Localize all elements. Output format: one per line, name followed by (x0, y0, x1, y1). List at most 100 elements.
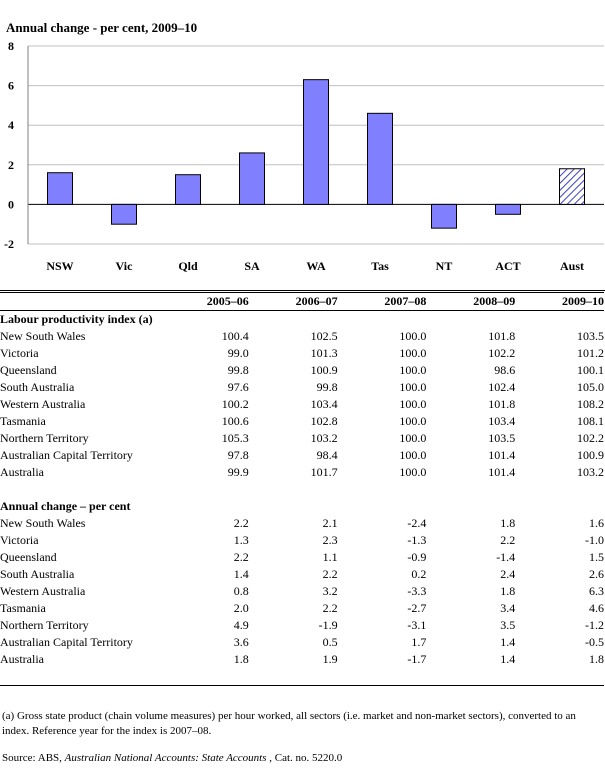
row-label: Queensland (0, 363, 57, 377)
table-cell: 2.2 (322, 601, 338, 615)
table-cell: -3.3 (407, 584, 427, 598)
bar-sa (239, 152, 265, 205)
y-tick-label: 6 (8, 79, 14, 93)
bar-chart: -2 0 2 4 6 8 NSW Vic Qld SA WA Tas NT ACT Aust (4, 39, 604, 273)
x-axis-labels: NSW Vic Qld SA WA Tas NT ACT Aust (46, 259, 584, 273)
row-label: Queensland (0, 550, 57, 564)
x-category-label: ACT (495, 259, 520, 273)
table-cell: 108.2 (577, 397, 604, 411)
bar-qld (175, 174, 201, 205)
section-title: Labour productivity index (a) (0, 312, 153, 326)
table-cell: 1.8 (500, 584, 516, 598)
table-cell: 103.5 (577, 329, 604, 343)
table-cell: -1.2 (585, 618, 604, 632)
source-title: Australian National Accounts: State Acco… (64, 752, 267, 764)
table-row: Australia 99.9 101.7 100.0 101.4 103.2 (0, 464, 604, 481)
spacer-cell (0, 481, 604, 498)
table-bottom-rule (0, 668, 604, 686)
row-label: New South Wales (0, 516, 86, 530)
section-title-row: Labour productivity index (a) (0, 311, 604, 329)
table-cell: 2.2 (322, 567, 338, 581)
table-cell: 100.0 (399, 431, 427, 445)
row-label: Australian Capital Territory (0, 635, 133, 649)
table-cell: 1.3 (233, 533, 249, 547)
y-tick-label: 8 (8, 39, 14, 53)
table-cell: -1.0 (585, 533, 604, 547)
table-cell: 100.0 (399, 380, 427, 394)
table-row: Western Australia 0.8 3.2 -3.3 1.8 6.3 (0, 583, 604, 600)
row-label: Western Australia (0, 584, 86, 598)
bar-nsw (47, 172, 73, 205)
table-cell: 98.4 (316, 448, 338, 462)
table-cell: 100.0 (399, 363, 427, 377)
table-cell: 4.9 (233, 618, 249, 632)
bar-tas (367, 112, 393, 205)
table-cell: 102.8 (310, 414, 338, 428)
table-header-row: 2005–06 2006–07 2007–08 2008–09 2009–10 (0, 292, 604, 311)
table-cell: 108.1 (577, 414, 604, 428)
header-year: 2006–07 (248, 292, 338, 311)
table-cell: 1.4 (500, 652, 516, 666)
row-label: Australia (0, 465, 44, 479)
table-cell: -1.3 (407, 533, 427, 547)
table-cell: 100.2 (221, 397, 249, 411)
table-cell: -2.7 (407, 601, 427, 615)
table-cell: -3.1 (407, 618, 427, 632)
bar-aust (559, 168, 585, 205)
row-label: Northern Territory (0, 431, 89, 445)
table-cell: 102.5 (310, 329, 338, 343)
table-cell: 105.3 (221, 431, 249, 445)
header-year: 2007–08 (337, 292, 427, 311)
table-row: Queensland 99.8 100.9 100.0 98.6 100.1 (0, 362, 604, 379)
table-cell: 2.6 (589, 567, 604, 581)
table-cell: 105.0 (577, 380, 604, 394)
table-cell: 1.8 (589, 652, 604, 666)
table-cell: 102.2 (577, 431, 604, 445)
table-cell: 100.9 (577, 448, 604, 462)
table-row: Australia 1.8 1.9 -1.7 1.4 1.8 (0, 651, 604, 668)
bar-wa (303, 79, 329, 205)
table-row: Western Australia 100.2 103.4 100.0 101.8 108… (0, 396, 604, 413)
table-cell: 100.9 (310, 363, 338, 377)
table-cell: 100.6 (221, 414, 249, 428)
table-cell: 100.0 (399, 329, 427, 343)
table-cell: 101.8 (488, 329, 516, 343)
table-cell: 102.2 (488, 346, 516, 360)
table-cell: -1.9 (318, 618, 338, 632)
y-tick-label: 0 (8, 197, 14, 211)
table-cell: 103.4 (310, 397, 338, 411)
table-row: Queensland 2.2 1.1 -0.9 -1.4 1.5 (0, 549, 604, 566)
table-cell: 2.1 (322, 516, 338, 530)
table-cell: 100.0 (399, 448, 427, 462)
table-row: Victoria 99.0 101.3 100.0 102.2 101.2 (0, 345, 604, 362)
source-prefix: Source: ABS, (2, 752, 65, 764)
header-label-cell (0, 292, 160, 311)
table-cell: 2.4 (500, 567, 516, 581)
table-cell: 101.8 (488, 397, 516, 411)
header-year: 2005–06 (160, 292, 249, 311)
table-cell: 100.0 (399, 414, 427, 428)
table-cell: 1.4 (233, 567, 249, 581)
source-note: Source: ABS, Australian National Account… (2, 752, 342, 764)
row-label: New South Wales (0, 329, 86, 343)
row-label: Tasmania (0, 414, 46, 428)
table-cell: 2.2 (500, 533, 516, 547)
x-category-label: WA (306, 259, 326, 273)
table-cell: 1.4 (500, 635, 516, 649)
table-cell: 1.7 (411, 635, 427, 649)
y-tick-label: -2 (4, 237, 14, 251)
table-cell: -1.7 (407, 652, 427, 666)
table-cell: 97.6 (227, 380, 249, 394)
section-spacer (0, 481, 604, 498)
row-label: Western Australia (0, 397, 86, 411)
x-category-label: NT (436, 259, 453, 273)
table-row: Tasmania 100.6 102.8 100.0 103.4 108.1 (0, 413, 604, 430)
source-suffix: , Cat. no. 5220.0 (266, 752, 343, 764)
table-cell: 2.3 (322, 533, 338, 547)
x-category-label: Tas (371, 259, 389, 273)
table-cell: 3.2 (322, 584, 338, 598)
table-cell: 103.5 (488, 431, 516, 445)
table-cell: 2.2 (233, 550, 249, 564)
x-category-label: Vic (116, 259, 134, 273)
section-title: Annual change – per cent (0, 499, 131, 513)
